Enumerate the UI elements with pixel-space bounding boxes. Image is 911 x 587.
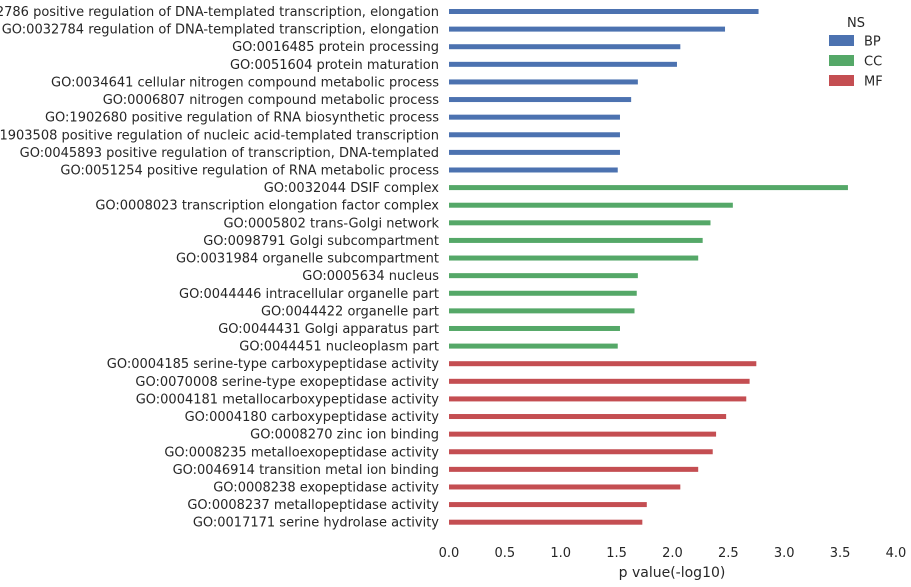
category-label: GO:0045893 positive regulation of transc… — [20, 146, 439, 161]
legend-swatch-bp — [829, 35, 854, 46]
bar-mf — [449, 414, 727, 420]
bar-mf — [449, 396, 747, 402]
x-tick-label: 2.5 — [718, 546, 739, 561]
category-label: GO:0044422 organelle part — [261, 304, 439, 319]
x-tick-label: 0.5 — [495, 546, 516, 561]
category-label: GO:0051254 positive regulation of RNA me… — [60, 163, 439, 178]
bar-mf — [449, 378, 750, 384]
x-tick-label: 3.0 — [774, 546, 795, 561]
bar-mf — [449, 502, 647, 508]
x-tick-label: 4.0 — [886, 546, 907, 561]
legend-label-mf: MF — [864, 75, 883, 90]
category-label: GO:0005634 nucleus — [302, 269, 439, 284]
x-tick-label: 1.0 — [550, 546, 571, 561]
bar-mf — [449, 361, 757, 367]
category-label: GO:0008270 zinc ion binding — [250, 428, 439, 443]
x-tick-label: 1.5 — [606, 546, 627, 561]
legend-swatch-cc — [829, 55, 854, 66]
legend: NS BP CC MF — [829, 16, 883, 90]
category-label: GO:0008023 transcription elongation fact… — [95, 199, 439, 214]
category-label: GO:0031984 organelle subcompartment — [176, 252, 439, 267]
category-label: GO:0006807 nitrogen compound metabolic p… — [103, 93, 440, 108]
bar-mf — [449, 484, 681, 490]
bar-cc — [449, 273, 638, 279]
category-label: GO:0046914 transition metal ion binding — [173, 463, 439, 478]
bar-bp — [449, 61, 677, 67]
category-label: GO:0032786 positive regulation of DNA-te… — [0, 5, 439, 20]
legend-entries: BP CC MF — [829, 35, 883, 90]
category-label: GO:0008237 metallopeptidase activity — [187, 498, 439, 513]
category-label: GO:0005802 trans-Golgi network — [223, 216, 439, 231]
category-label: GO:0008235 metalloexopeptidase activity — [164, 445, 439, 460]
legend-title: NS — [847, 16, 865, 31]
bars-layer — [449, 9, 848, 525]
bar-mf — [449, 519, 643, 525]
bar-cc — [449, 202, 733, 208]
bar-bp — [449, 132, 620, 138]
bar-bp — [449, 79, 638, 85]
x-axis-title: p value(-log10) — [619, 565, 726, 581]
x-tick-label: 3.5 — [830, 546, 851, 561]
bar-cc — [449, 255, 699, 261]
x-tick-label: 2.0 — [662, 546, 683, 561]
bar-mf — [449, 449, 713, 455]
category-label: GO:0044431 Golgi apparatus part — [218, 322, 439, 337]
bar-mf — [449, 431, 717, 437]
category-label: GO:0017171 serine hydrolase activity — [193, 516, 439, 531]
bar-cc — [449, 290, 637, 296]
bar-bp — [449, 26, 726, 32]
legend-label-cc: CC — [864, 55, 882, 70]
category-label: GO:0051604 protein maturation — [230, 58, 439, 73]
bar-bp — [449, 9, 759, 14]
x-axis-ticks: 0.0 0.5 1.0 1.5 2.0 2.5 3.0 3.5 4.0 — [439, 546, 907, 561]
category-label: GO:0004180 carboxypeptidase activity — [185, 410, 440, 425]
bar-cc — [449, 343, 618, 349]
bar-cc — [449, 325, 620, 331]
bar-cc — [449, 308, 635, 314]
category-label: GO:1903508 positive regulation of nuclei… — [0, 128, 439, 143]
category-label: GO:0044446 intracellular organelle part — [179, 287, 439, 302]
bar-mf — [449, 466, 699, 472]
category-labels: GO:0032786 positive regulation of DNA-te… — [0, 5, 439, 531]
legend-label-bp: BP — [864, 35, 881, 50]
category-label: GO:0016485 protein processing — [232, 40, 439, 55]
category-label: GO:0070008 serine-type exopeptidase acti… — [135, 375, 439, 390]
category-label: GO:0034641 cellular nitrogen compound me… — [51, 75, 439, 90]
legend-swatch-mf — [829, 75, 854, 86]
category-label: GO:0098791 Golgi subcompartment — [203, 234, 439, 249]
category-label: GO:0032044 DSIF complex — [264, 181, 440, 196]
category-label: GO:0004185 serine-type carboxypeptidase … — [107, 357, 440, 372]
bar-cc — [449, 220, 711, 226]
bar-bp — [449, 97, 632, 103]
category-label: GO:0004181 metallocarboxypeptidase activ… — [136, 392, 440, 407]
category-label: GO:0032784 regulation of DNA-templated t… — [2, 23, 439, 38]
bar-bp — [449, 167, 618, 173]
bar-bp — [449, 44, 681, 50]
x-tick-label: 0.0 — [439, 546, 460, 561]
bar-cc — [449, 185, 848, 191]
bar-cc — [449, 237, 703, 243]
category-label: GO:0008238 exopeptidase activity — [213, 480, 439, 495]
bar-bp — [449, 149, 620, 155]
category-label: GO:1902680 positive regulation of RNA bi… — [45, 111, 439, 126]
bar-bp — [449, 114, 620, 120]
category-label: GO:0044451 nucleoplasm part — [239, 340, 439, 355]
